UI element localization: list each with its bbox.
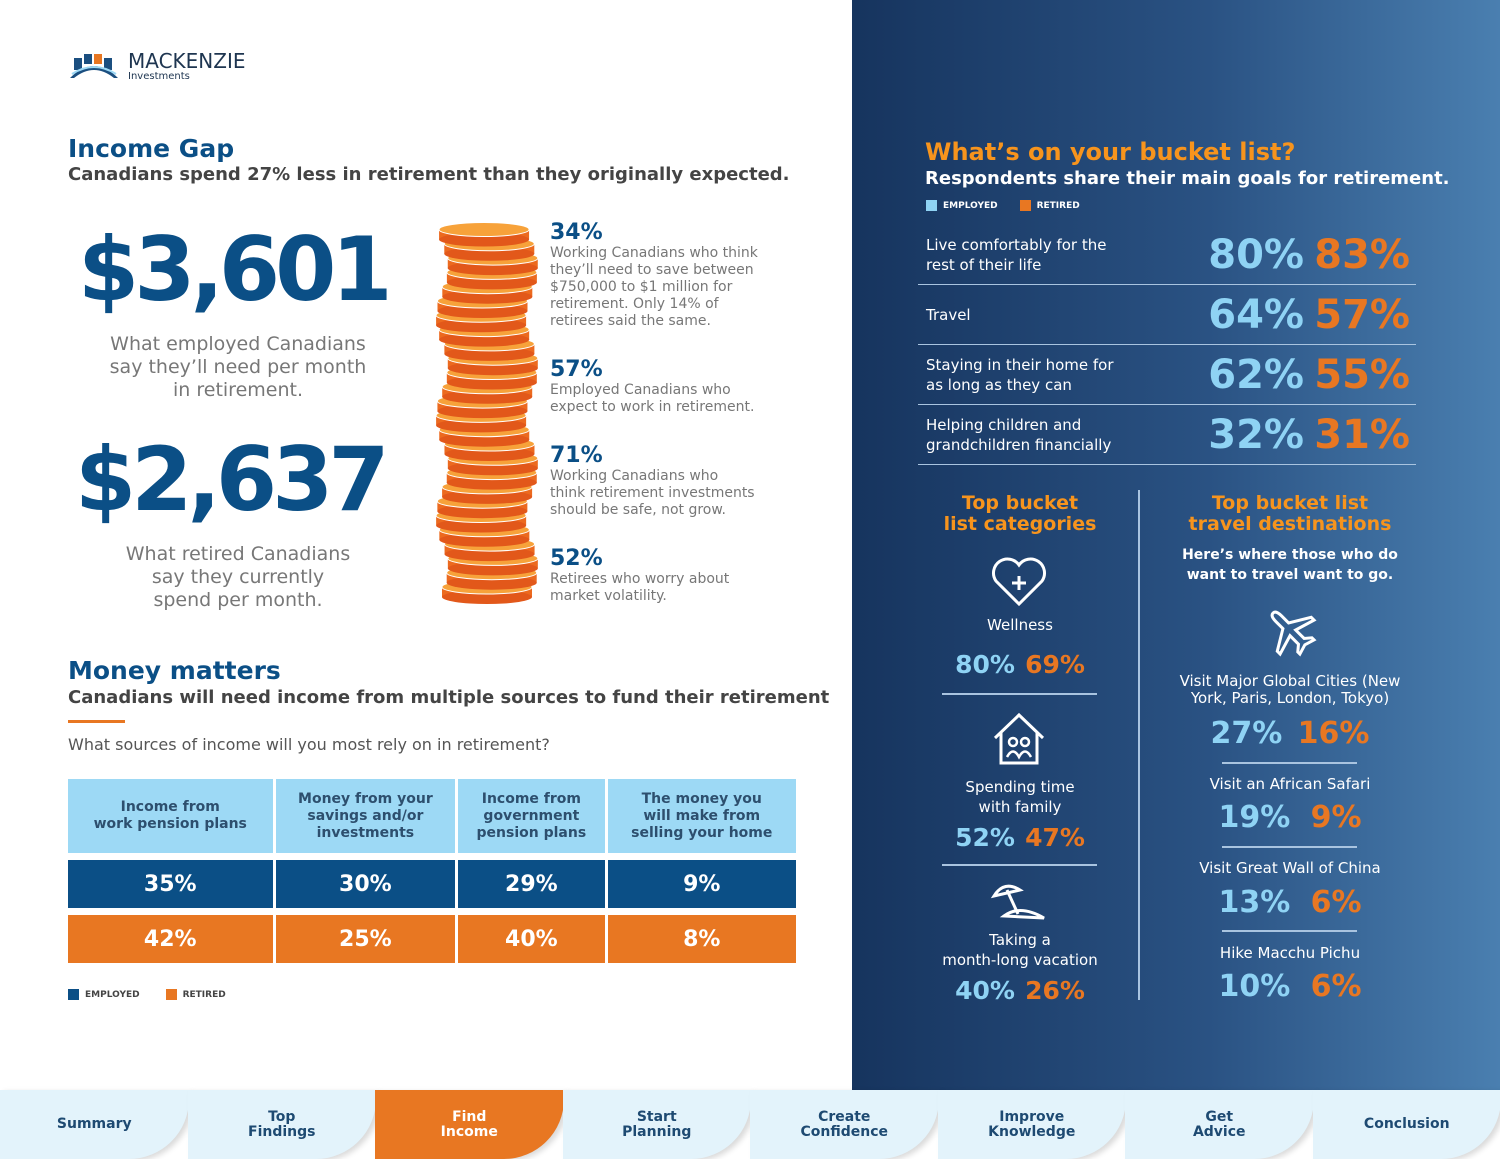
employed-cell: 9%	[607, 860, 796, 908]
income-sources-table: Income from work pension plans Money from…	[65, 776, 799, 966]
retired-cell: 8%	[607, 915, 796, 963]
bottom-nav: Summary Top Findings Find Income Start Plan…	[0, 1090, 1500, 1159]
destination-label: Visit Major Global Cities (New York, Pari…	[1179, 672, 1401, 707]
question: What sources of income will you most rel…	[68, 735, 550, 754]
destination-label: Hike Macchu Pichu	[1219, 944, 1361, 962]
airplane-icon	[1270, 610, 1317, 657]
employed-cell: 35%	[68, 860, 273, 908]
header-work-pension: Income from work pension plans	[68, 779, 273, 853]
left-panel	[0, 0, 852, 1090]
money-matters-title: Money matters	[68, 656, 281, 685]
divider	[1222, 930, 1357, 932]
bucket-row: Staying in their home for as long as they…	[918, 345, 1416, 405]
column-divider	[1138, 490, 1140, 1000]
nav-tab-start-planning[interactable]: Start Planning	[562, 1090, 751, 1159]
destination-values: 13% 6%	[1218, 885, 1362, 920]
nav-tab-find-income[interactable]: Find Income	[375, 1090, 564, 1159]
nav-tab-top-findings[interactable]: Top Findings	[187, 1090, 376, 1159]
retired-cell: 40%	[458, 915, 605, 963]
category-label: Taking a month-long vacation	[942, 931, 1098, 969]
categories-title: Top bucket list categories	[943, 492, 1097, 535]
money-matters-subtitle: Canadians will need income from multiple…	[68, 687, 830, 708]
logo-name: MACKENZIE	[128, 48, 246, 73]
category-values: 40% 26%	[955, 976, 1085, 1005]
coin	[438, 222, 530, 247]
stat-57: 57% Employed Canadians who expect to work…	[550, 357, 755, 415]
divider	[68, 720, 125, 723]
table-legend: EMPLOYED RETIRED	[68, 989, 226, 1000]
bucket-row: Helping children and grandchildren financ…	[918, 405, 1416, 465]
header-home: The money you will make from selling your …	[607, 779, 796, 853]
header-savings: Money from your savings and/or investments	[275, 779, 456, 853]
destinations-title: Top bucket list travel destinations	[1188, 492, 1392, 535]
right-panel	[852, 0, 1500, 1090]
retired-cell: 42%	[68, 915, 273, 963]
mackenzie-logo-icon	[70, 54, 118, 78]
bucket-title: What’s on your bucket list?	[925, 138, 1296, 166]
destination-values: 10% 6%	[1218, 969, 1362, 1004]
divider	[1222, 762, 1357, 764]
divider	[942, 693, 1097, 695]
stat-71: 71% Working Canadians who think retiremen…	[550, 443, 755, 518]
amount-employed: $3,601	[78, 218, 393, 321]
nav-tab-get-advice[interactable]: Get Advice	[1125, 1090, 1314, 1159]
caption-employed: What employed Canadians say they’ll need …	[109, 333, 367, 401]
header-government: Income from government pension plans	[458, 779, 605, 853]
amount-retired: $2,637	[75, 428, 390, 531]
caption-retired: What retired Canadians say they currently…	[125, 543, 351, 611]
nav-tab-summary[interactable]: Summary	[0, 1090, 189, 1159]
bucket-legend: EMPLOYED RETIRED	[926, 200, 1080, 211]
nav-tab-improve-knowledge[interactable]: Improve Knowledge	[937, 1090, 1126, 1159]
employed-cell: 29%	[458, 860, 605, 908]
stat-34: 34% Working Canadians who think they’ll n…	[550, 220, 758, 329]
stat-52: 52% Retirees who worry about market volat…	[550, 546, 730, 604]
heart-plus-icon	[991, 557, 1047, 607]
category-values: 80% 69%	[955, 650, 1085, 679]
income-gap-title: Income Gap	[68, 134, 235, 163]
destination-values: 19% 9%	[1218, 800, 1362, 835]
bucket-row: Travel 64% 57%	[918, 285, 1416, 345]
income-gap-subtitle: Canadians spend 27% less in retirement t…	[68, 164, 790, 185]
destination-values: 27% 16%	[1210, 716, 1370, 751]
category-values: 52% 47%	[955, 823, 1085, 852]
category-label: Wellness	[987, 616, 1053, 634]
nav-tab-create-confidence[interactable]: Create Confidence	[750, 1090, 939, 1159]
house-family-icon	[993, 712, 1045, 765]
divider	[942, 864, 1097, 866]
bucket-subtitle: Respondents share their main goals for r…	[925, 168, 1450, 189]
divider	[1222, 846, 1357, 848]
bucket-row: Live comfortably for the rest of their li…	[918, 225, 1416, 285]
destination-label: Visit an African Safari	[1209, 775, 1371, 793]
category-label: Spending time with family	[965, 778, 1075, 816]
retired-cell: 25%	[275, 915, 456, 963]
logo-sub: Investments	[128, 70, 190, 82]
employed-cell: 30%	[275, 860, 456, 908]
beach-umbrella-icon	[990, 884, 1045, 920]
destination-label: Visit Great Wall of China	[1199, 859, 1381, 877]
coin-stack-illustration	[435, 222, 539, 604]
destinations-intro: Here’s where those who do want to travel …	[1182, 547, 1398, 583]
nav-tab-conclusion[interactable]: Conclusion	[1312, 1090, 1500, 1159]
logo: MACKENZIE Investments	[68, 50, 246, 82]
